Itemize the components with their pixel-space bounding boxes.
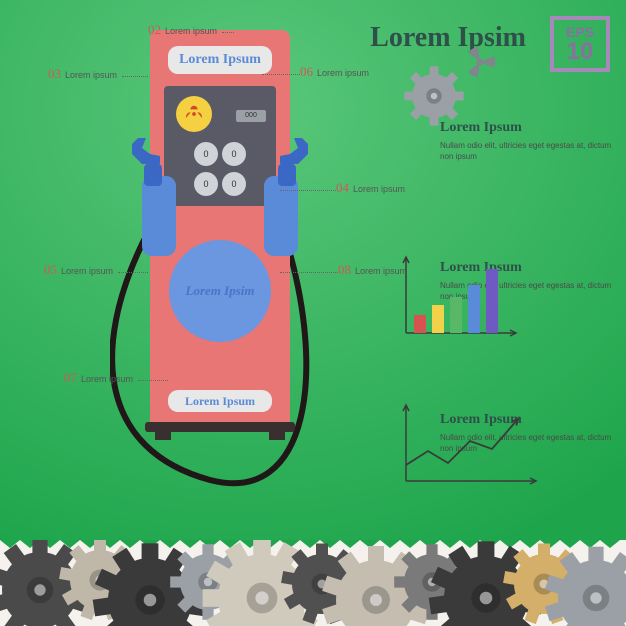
callout-03: 03Lorem ipsum — [48, 66, 117, 82]
hazard-icon — [176, 96, 212, 132]
callout-05: 05Lorem ipsum — [44, 262, 113, 278]
pump-display: 000 0 0 0 0 — [164, 86, 276, 206]
main-title: Lorem Ipsim — [370, 22, 526, 54]
info-block-0: Lorem IpsumNullam odio elit, ultricies e… — [440, 120, 616, 162]
gear-footer — [0, 540, 626, 626]
eps-badge: EPS 10 — [550, 16, 610, 72]
fuel-pump: Lorem Ipsum 000 0 0 0 0 — [120, 30, 320, 490]
callout-02: 02Lorem ipsum — [148, 22, 217, 38]
line-chart — [396, 400, 546, 496]
pump-circle-badge: Lorem Ipsim — [169, 240, 271, 342]
nozzle-right-icon — [272, 130, 316, 190]
eps-version: 10 — [567, 40, 594, 64]
infographic-main: Lorem Ipsim EPS 10 Lorem Ipsum 000 0 — [0, 0, 626, 540]
bar-chart — [396, 252, 526, 348]
nozzle-left-icon — [124, 130, 168, 190]
pump-top-label: Lorem Ipsum — [168, 46, 272, 74]
callout-07: 07Lorem ipsum — [64, 370, 133, 386]
pump-bottom-label: Lorem Ipsum — [168, 390, 272, 412]
pump-dials: 0 0 0 0 — [194, 142, 246, 198]
callout-06: 06Lorem ipsum — [300, 64, 369, 80]
callout-04: 04Lorem ipsum — [336, 180, 405, 196]
pump-counter: 000 — [236, 110, 266, 122]
